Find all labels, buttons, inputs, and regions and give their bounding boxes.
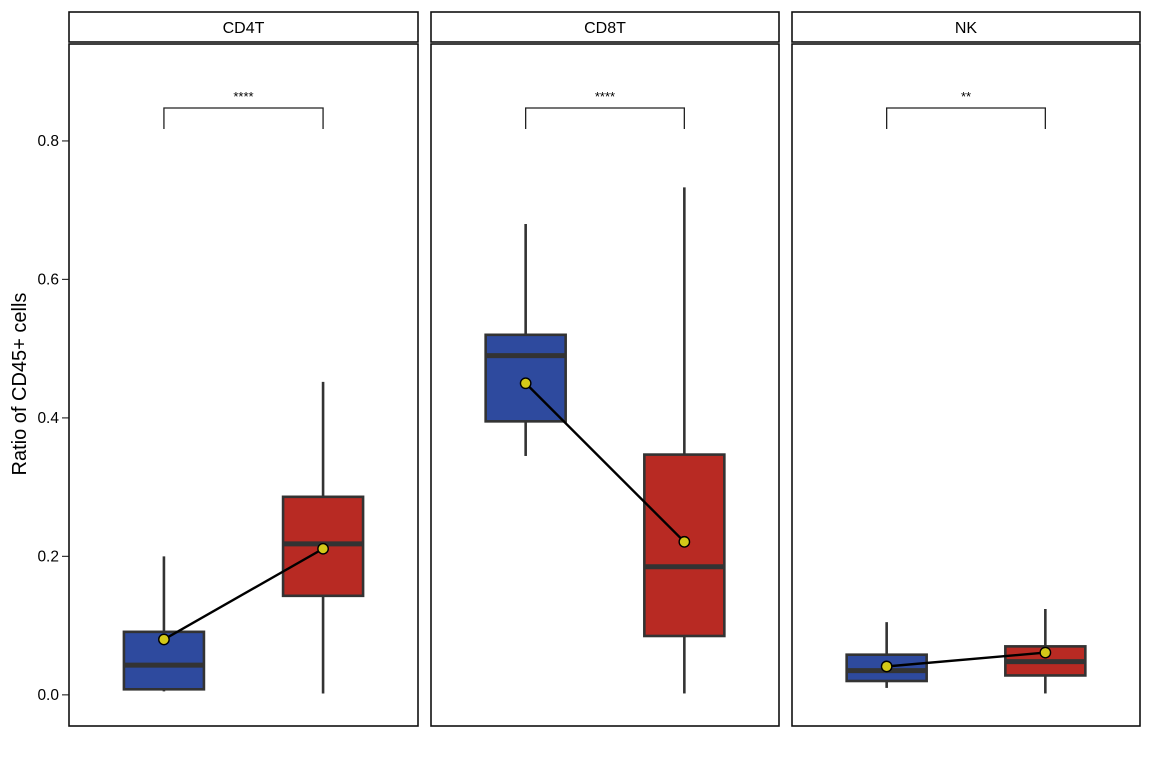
y-axis-title: Ratio of CD45+ cells	[9, 293, 31, 476]
panel-border	[68, 43, 419, 727]
significance-bracket	[886, 107, 1046, 129]
significance-label: **	[961, 89, 971, 104]
mean-connector-line	[886, 651, 1046, 668]
y-tick-label: 0.4	[37, 410, 59, 427]
facet-strip	[68, 11, 419, 43]
mean-point	[317, 542, 329, 555]
panel-border	[791, 43, 1141, 727]
significance-bracket	[163, 107, 324, 129]
significance-label: ****	[233, 89, 253, 104]
facet-strip-label: CD8T	[584, 20, 626, 37]
y-tick-label: 0.8	[37, 133, 59, 150]
facet-strip-label: CD4T	[223, 20, 265, 37]
panel-border	[430, 43, 780, 727]
y-tick-label: 0.0	[37, 687, 59, 704]
mean-point	[1039, 646, 1052, 659]
facet-strip-label: NK	[955, 20, 978, 37]
mean-connector-line	[524, 382, 686, 543]
mean-connector-line	[163, 547, 324, 641]
y-tick-label: 0.6	[37, 271, 59, 288]
mean-point	[880, 660, 893, 673]
mean-point	[519, 377, 532, 390]
facet-strip	[791, 11, 1141, 43]
mean-point	[158, 633, 170, 646]
significance-label: ****	[595, 89, 615, 104]
significance-bracket	[525, 107, 685, 129]
mean-point	[678, 535, 691, 548]
facet-strip	[430, 11, 780, 43]
y-tick-label: 0.2	[37, 548, 59, 565]
